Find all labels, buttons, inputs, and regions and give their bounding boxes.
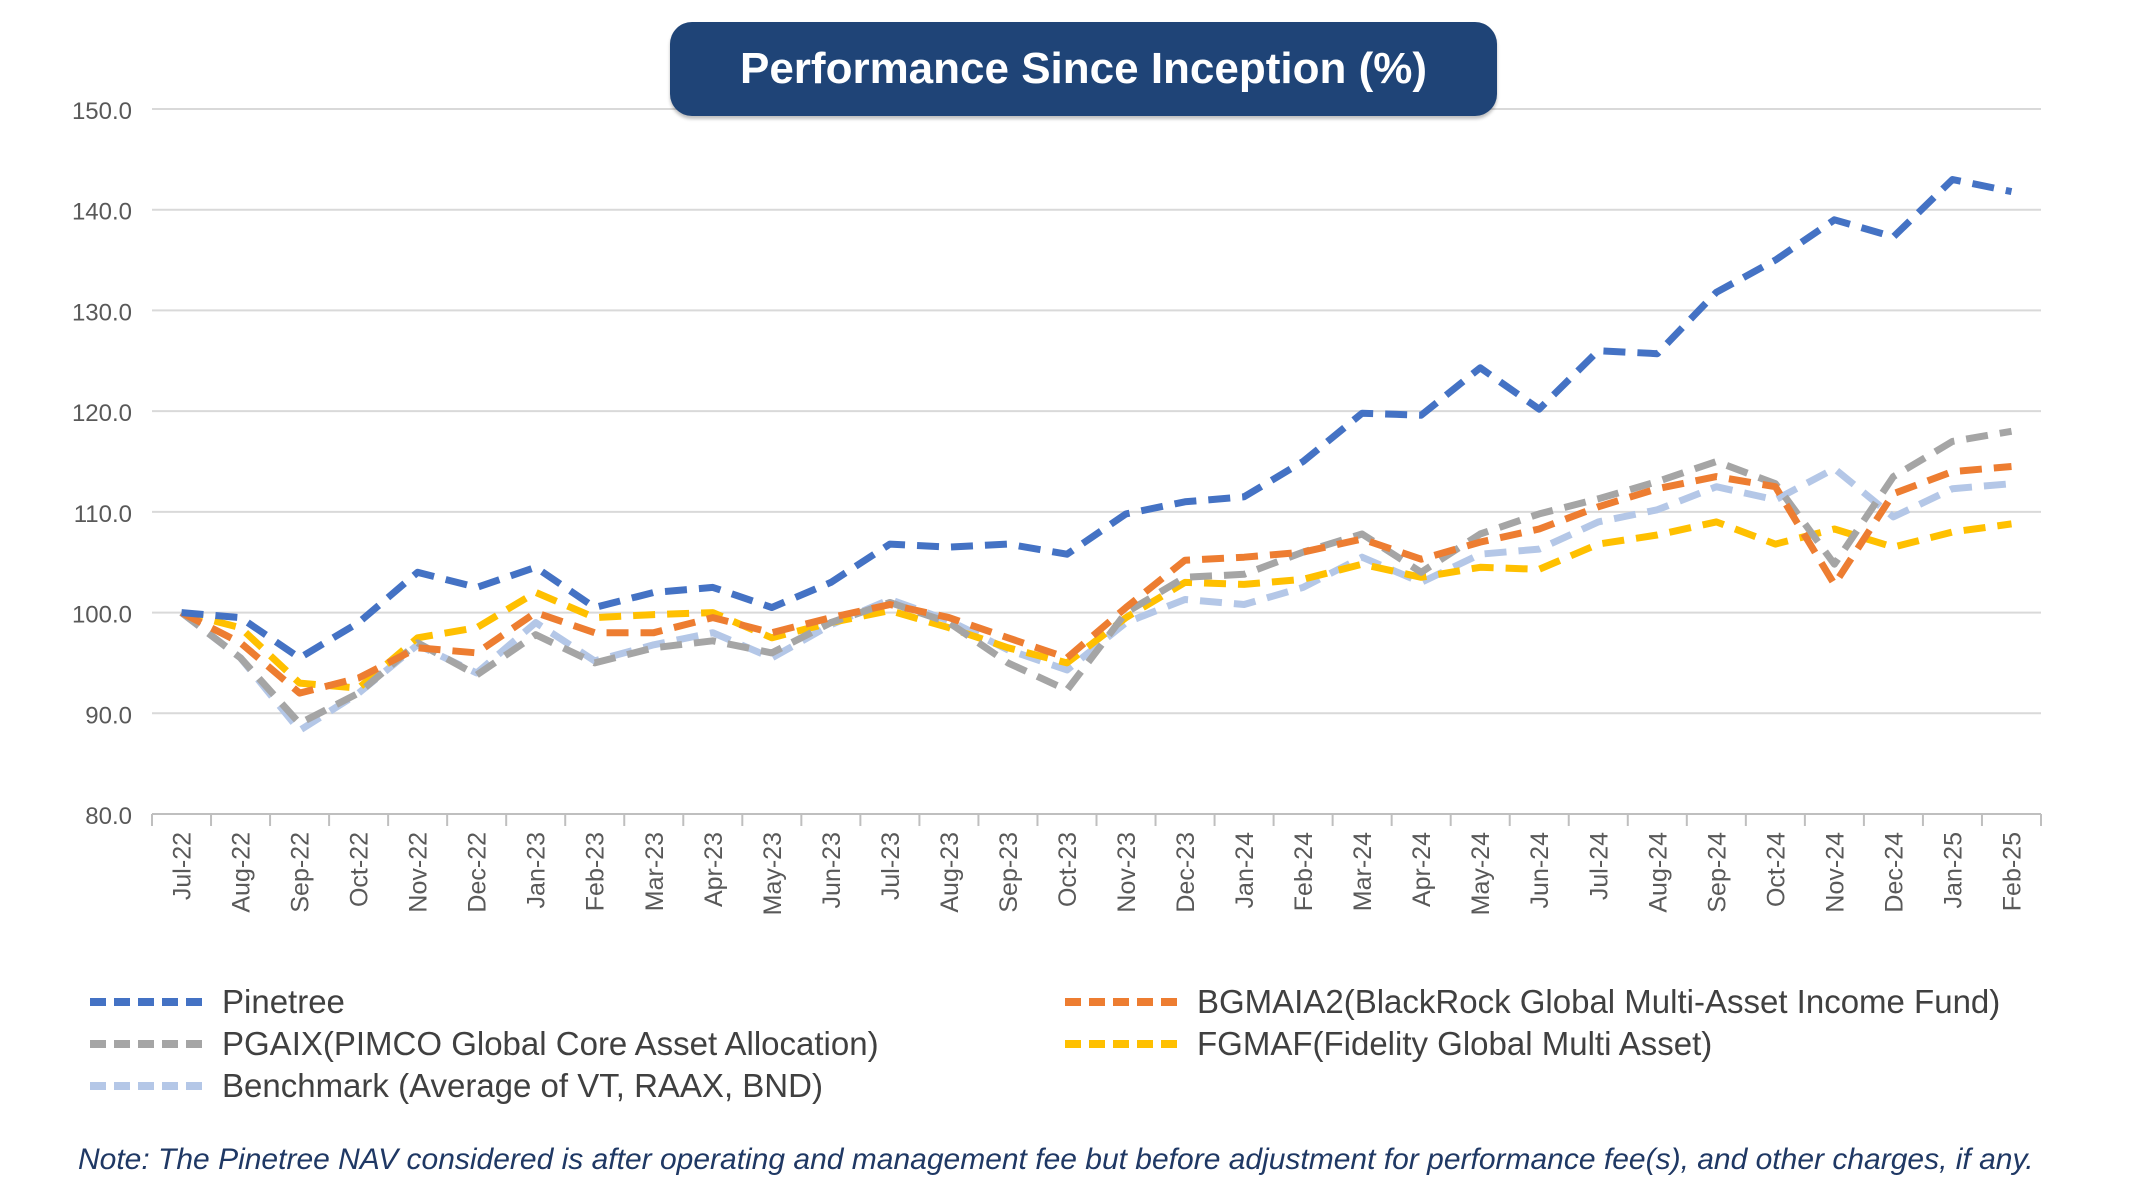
x-tick-label: May-23 [759,832,787,915]
series-line-0 [182,180,2012,658]
x-tick-label: Mar-24 [1349,832,1377,911]
legend-item-pinetree: Pinetree [90,982,345,1022]
x-tick-label: Feb-24 [1290,832,1318,911]
y-tick-label: 150.0 [72,98,132,125]
x-tick-label: Sep-24 [1703,832,1731,913]
legend-swatch [90,1040,202,1048]
legend-swatch [1065,1040,1177,1048]
x-tick-label: Jan-25 [1939,832,1967,908]
legend-label: BGMAIA2(BlackRock Global Multi-Asset Inc… [1197,983,2000,1021]
y-tick-label: 80.0 [85,803,132,830]
x-tick-label: Jan-24 [1231,832,1259,909]
legend-item-benchmark: Benchmark (Average of VT, RAAX, BND) [90,1066,823,1106]
x-tick-label: Aug-22 [228,832,256,913]
x-tick-label: Dec-24 [1880,832,1908,913]
x-tick-label: Oct-22 [346,832,374,907]
y-tick-label: 90.0 [85,702,132,729]
y-tick-label: 140.0 [72,199,132,226]
series-line-4 [182,469,2012,731]
y-tick-label: 100.0 [72,602,132,629]
x-tick-label: Oct-24 [1762,832,1790,907]
x-tick-label: Apr-24 [1408,832,1436,907]
x-tick-label: Nov-24 [1821,832,1849,913]
legend-item-pgaix: PGAIX(PIMCO Global Core Asset Allocation… [90,1024,879,1064]
x-tick-label: Dec-22 [464,832,492,913]
legend-item-bgmaia2: BGMAIA2(BlackRock Global Multi-Asset Inc… [1065,982,2000,1022]
x-tick-label: Jul-23 [877,832,905,900]
legend-label: Pinetree [222,983,345,1021]
legend-label: FGMAF(Fidelity Global Multi Asset) [1197,1025,1712,1063]
x-tick-label: Jun-24 [1526,832,1554,909]
series-line-2 [182,431,2012,723]
chart-legend: Pinetree BGMAIA2(BlackRock Global Multi-… [90,982,2070,1112]
x-tick-label: Feb-25 [1998,832,2026,911]
legend-item-fgmaf: FGMAF(Fidelity Global Multi Asset) [1065,1024,1712,1064]
legend-swatch [1065,998,1177,1006]
footnote: Note: The Pinetree NAV considered is aft… [78,1143,2034,1177]
x-tick-label: Jul-24 [1585,832,1613,900]
x-tick-label: Jul-22 [169,832,197,900]
x-tick-label: Aug-24 [1644,832,1672,913]
legend-swatch [90,1082,202,1090]
x-tick-label: Oct-23 [1054,832,1082,907]
x-tick-label: Sep-23 [995,832,1023,913]
chart-title-banner: Performance Since Inception (%) [670,22,1497,116]
chart-title: Performance Since Inception (%) [740,44,1427,94]
x-tick-label: Sep-22 [287,832,315,913]
y-tick-label: 120.0 [72,400,132,427]
x-tick-label: Jan-23 [523,832,551,908]
x-tick-label: Jun-23 [818,832,846,908]
x-tick-label: Nov-23 [1113,832,1141,913]
y-tick-label: 110.0 [74,501,132,528]
x-tick-label: Dec-23 [1172,832,1200,913]
x-tick-label: Aug-23 [936,832,964,913]
x-tick-label: Apr-23 [700,832,728,907]
legend-label: Benchmark (Average of VT, RAAX, BND) [222,1067,823,1105]
x-tick-label: Nov-22 [405,832,433,913]
y-tick-label: 130.0 [72,299,132,326]
x-tick-label: Feb-23 [582,832,610,911]
x-tick-label: May-24 [1467,832,1495,915]
legend-swatch [90,998,202,1006]
x-tick-label: Mar-23 [641,832,669,911]
legend-label: PGAIX(PIMCO Global Core Asset Allocation… [222,1025,879,1063]
